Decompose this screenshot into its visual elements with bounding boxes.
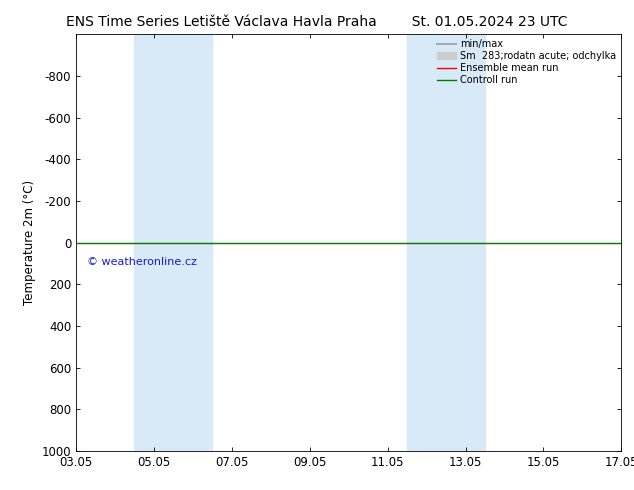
Text: © weatheronline.cz: © weatheronline.cz: [87, 257, 197, 267]
Bar: [407, 34, 485, 451]
Bar: [134, 34, 212, 451]
Text: ENS Time Series Letiště Václava Havla Praha        St. 01.05.2024 23 UTC: ENS Time Series Letiště Václava Havla Pr…: [66, 15, 568, 29]
Legend: min/max, Sm  283;rodatn acute; odchylka, Ensemble mean run, Controll run: min/max, Sm 283;rodatn acute; odchylka, …: [435, 37, 618, 87]
Y-axis label: Temperature 2m (°C): Temperature 2m (°C): [23, 180, 36, 305]
